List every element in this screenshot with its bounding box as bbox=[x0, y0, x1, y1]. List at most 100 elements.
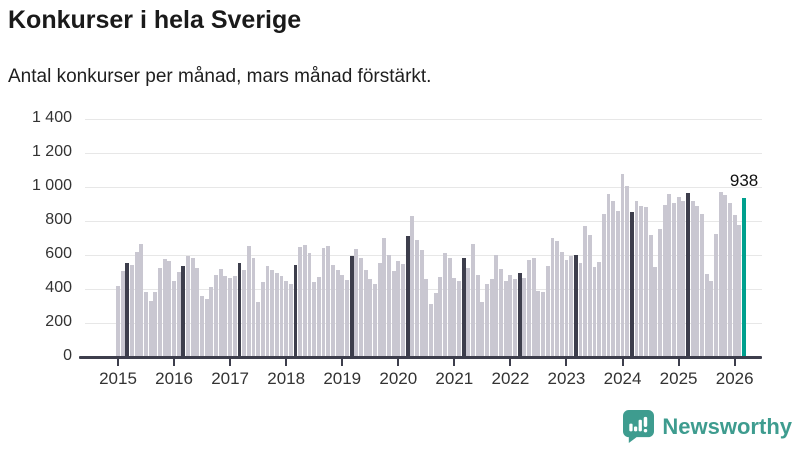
bar-month bbox=[419, 249, 424, 357]
bar-month bbox=[438, 277, 443, 357]
x-tick-label: 2016 bbox=[155, 369, 193, 388]
bar-month bbox=[223, 276, 228, 357]
x-axis-tick bbox=[509, 359, 512, 366]
bar-month bbox=[447, 258, 452, 357]
bar-month bbox=[330, 265, 335, 357]
bar-month bbox=[620, 174, 625, 357]
bar-month bbox=[195, 267, 200, 357]
bar-month bbox=[452, 277, 457, 357]
bar-month bbox=[153, 292, 158, 357]
bar-month bbox=[232, 276, 237, 357]
bar-month bbox=[527, 260, 532, 357]
bar-chart-speech-bubble-icon bbox=[623, 410, 655, 443]
bar-month bbox=[260, 282, 265, 357]
x-axis-tick bbox=[397, 359, 400, 366]
latest-value-label: 938 bbox=[729, 170, 759, 190]
bar-month bbox=[204, 299, 209, 357]
bar-month bbox=[723, 194, 728, 357]
bar-month bbox=[298, 247, 303, 357]
bar-month bbox=[139, 243, 144, 357]
bar-month bbox=[134, 252, 139, 357]
bar-month bbox=[158, 267, 162, 357]
bar-month bbox=[536, 290, 541, 357]
x-axis-tick bbox=[341, 359, 344, 366]
bar-month bbox=[545, 266, 550, 357]
bar-month bbox=[172, 281, 176, 357]
bar-march bbox=[573, 255, 578, 357]
bar-month bbox=[522, 277, 527, 357]
x-axis-tick bbox=[621, 359, 624, 366]
x-axis-tick bbox=[117, 359, 119, 366]
bar-month bbox=[246, 245, 251, 357]
bar-month bbox=[443, 253, 447, 357]
bar-month bbox=[410, 215, 415, 357]
bar-month bbox=[466, 267, 471, 357]
bar-month bbox=[256, 301, 261, 357]
bar-month bbox=[704, 273, 709, 357]
bar-month bbox=[709, 281, 714, 357]
chart-subtitle: Antal konkurser per månad, mars månad fö… bbox=[8, 66, 432, 87]
bar-month bbox=[270, 270, 275, 357]
brand-name: Newsworthy bbox=[662, 413, 792, 439]
bar-month bbox=[728, 203, 732, 357]
y-tick-label: 400 bbox=[45, 279, 72, 296]
bar-month bbox=[508, 275, 513, 357]
x-axis-tick bbox=[733, 359, 736, 366]
bar-month bbox=[475, 275, 480, 357]
bar-month bbox=[424, 278, 429, 357]
x-tick-label: 2020 bbox=[379, 369, 418, 388]
gridline bbox=[85, 153, 762, 154]
gridline bbox=[85, 187, 762, 188]
bar-month bbox=[401, 264, 405, 357]
bar-month bbox=[200, 295, 205, 357]
x-axis-tick bbox=[453, 359, 456, 366]
bar-month bbox=[639, 205, 644, 357]
bar-month bbox=[671, 203, 676, 357]
bar-month bbox=[382, 238, 387, 357]
bar-month bbox=[391, 271, 396, 357]
x-tick-label: 2018 bbox=[267, 369, 306, 388]
bar-latest-march bbox=[742, 197, 746, 357]
bar-month bbox=[480, 301, 485, 357]
bar-month bbox=[130, 265, 134, 357]
y-tick-label: 800 bbox=[45, 211, 72, 228]
bar-month bbox=[457, 281, 461, 357]
bar-month bbox=[541, 291, 546, 357]
x-tick-label: 2019 bbox=[323, 369, 362, 388]
bar-month bbox=[657, 228, 662, 357]
bar-march bbox=[629, 211, 634, 357]
bar-month bbox=[690, 201, 695, 357]
bar-month bbox=[592, 266, 597, 357]
x-tick-label: 2025 bbox=[659, 369, 698, 388]
bar-march bbox=[237, 262, 242, 357]
bar-month bbox=[555, 240, 560, 357]
bar-month bbox=[606, 193, 611, 357]
x-axis-tick bbox=[173, 359, 176, 366]
bar-month bbox=[559, 251, 564, 357]
bar-month bbox=[676, 197, 681, 357]
bar-march bbox=[685, 192, 690, 357]
bar-month bbox=[302, 244, 307, 357]
bar-month bbox=[265, 266, 270, 357]
x-axis-tick bbox=[285, 359, 288, 366]
bar-march bbox=[125, 262, 130, 357]
x-axis-tick bbox=[229, 359, 232, 366]
bar-month bbox=[354, 249, 359, 357]
y-tick-label: 600 bbox=[45, 245, 72, 262]
x-tick-label: 2022 bbox=[491, 369, 530, 388]
x-axis-tick bbox=[565, 359, 568, 366]
bar-month bbox=[503, 280, 508, 357]
bar-month bbox=[583, 226, 588, 357]
bar-month bbox=[648, 235, 653, 357]
bar-month bbox=[326, 245, 331, 357]
bar-month bbox=[335, 270, 340, 357]
chart-title: Konkurser i hela Sverige bbox=[8, 6, 302, 34]
bar-month bbox=[531, 257, 536, 357]
bar-month bbox=[597, 261, 602, 357]
bar-month bbox=[312, 282, 317, 357]
bar-month bbox=[228, 277, 233, 357]
bar-month bbox=[284, 280, 289, 357]
x-tick-label: 2026 bbox=[715, 369, 754, 388]
bar-month bbox=[279, 276, 284, 357]
bar-month bbox=[321, 248, 326, 357]
